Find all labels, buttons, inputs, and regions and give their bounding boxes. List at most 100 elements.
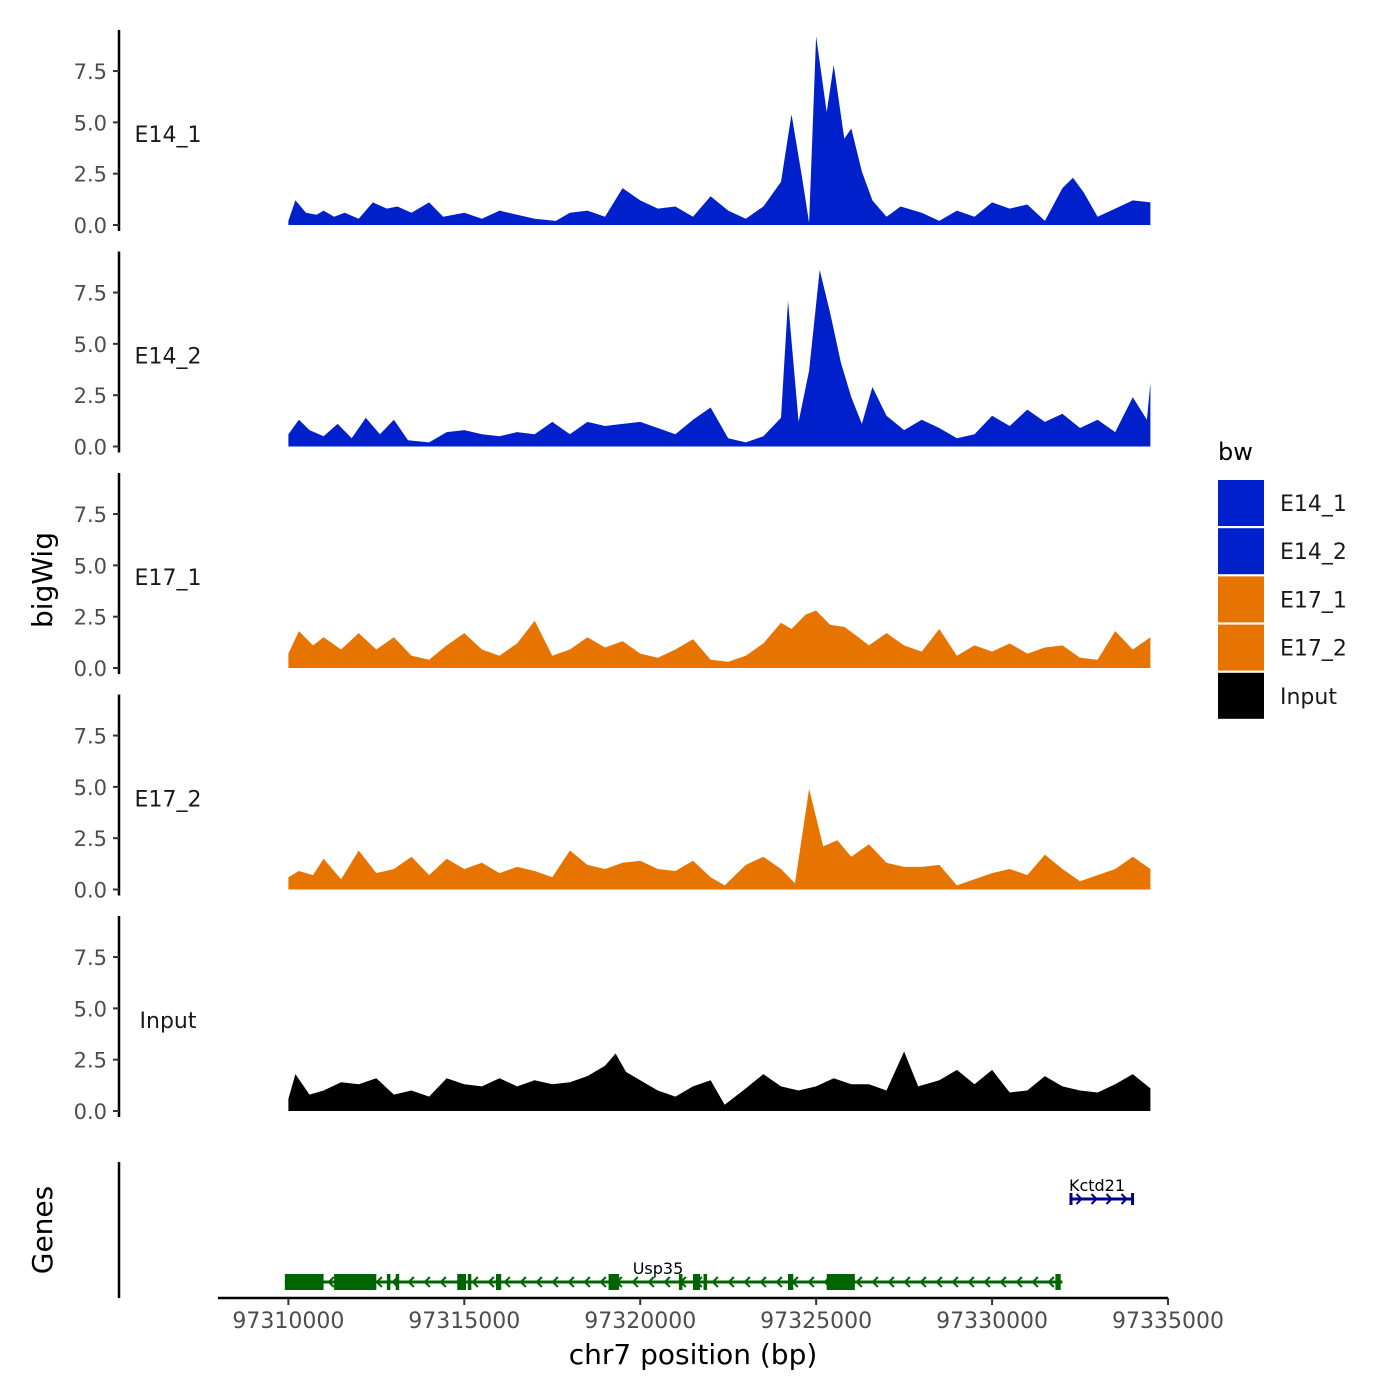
legend-swatch bbox=[1218, 480, 1264, 526]
y-tick-label: 2.5 bbox=[74, 384, 107, 408]
strand-arrow bbox=[471, 1276, 479, 1288]
strand-arrow bbox=[967, 1276, 975, 1288]
track-label: E14_2 bbox=[135, 345, 202, 370]
gene-exon bbox=[495, 1274, 502, 1290]
strand-arrow bbox=[583, 1276, 591, 1288]
gene-label: Kctd21 bbox=[1069, 1176, 1125, 1195]
strand-arrow bbox=[503, 1276, 511, 1288]
legend-label: E17_2 bbox=[1280, 637, 1347, 662]
gene-exon bbox=[457, 1274, 467, 1290]
strand-arrow bbox=[663, 1276, 671, 1288]
track-label: Input bbox=[140, 1009, 197, 1034]
gene-Kctd21: Kctd21 bbox=[1069, 1176, 1135, 1205]
y-tick-label: 0.0 bbox=[74, 657, 107, 681]
strand-arrow bbox=[1120, 1193, 1128, 1205]
x-tick-label: 97330000 bbox=[936, 1309, 1048, 1334]
y-axis-title: bigWig bbox=[26, 532, 59, 628]
strand-arrow bbox=[1047, 1276, 1055, 1288]
legend-swatch bbox=[1218, 576, 1264, 623]
strand-arrow bbox=[775, 1276, 783, 1288]
gene-exon bbox=[467, 1274, 472, 1290]
gene-exon bbox=[703, 1274, 708, 1290]
y-tick-label: 7.5 bbox=[74, 946, 107, 970]
track-E17_1: 0.0 2.5 5.0 7.5 E17_1 bbox=[74, 473, 1151, 681]
track-E14_2: 0.0 2.5 5.0 7.5 E14_2 bbox=[74, 251, 1151, 460]
strand-arrow bbox=[423, 1276, 431, 1288]
strand-arrow bbox=[743, 1276, 751, 1288]
y-tick-label: 2.5 bbox=[74, 827, 107, 851]
signal-area-E17_1 bbox=[288, 610, 1151, 668]
strand-arrow bbox=[887, 1276, 895, 1288]
strand-arrow bbox=[551, 1276, 559, 1288]
legend-title: bw bbox=[1218, 438, 1253, 466]
y-tick-label: 7.5 bbox=[74, 725, 107, 749]
track-label: E14_1 bbox=[135, 123, 202, 148]
strand-arrow bbox=[727, 1276, 735, 1288]
strand-arrow bbox=[999, 1276, 1007, 1288]
strand-arrow bbox=[807, 1276, 815, 1288]
x-axis-title: chr7 position (bp) bbox=[569, 1338, 818, 1371]
y-tick-label: 0.0 bbox=[74, 1100, 107, 1124]
strand-arrow bbox=[759, 1276, 767, 1288]
gene-exon bbox=[678, 1274, 683, 1290]
strand-arrow bbox=[1090, 1193, 1098, 1205]
legend-swatch bbox=[1218, 528, 1264, 575]
strand-arrow bbox=[951, 1276, 959, 1288]
gene-exon bbox=[284, 1274, 324, 1290]
strand-arrow bbox=[983, 1276, 991, 1288]
strand-arrow bbox=[519, 1276, 527, 1288]
strand-arrow bbox=[1105, 1193, 1113, 1205]
y-tick-label: 7.5 bbox=[74, 60, 107, 84]
y-tick-label: 0.0 bbox=[74, 436, 107, 460]
y-tick-label: 7.5 bbox=[74, 503, 107, 527]
track-E17_2: 0.0 2.5 5.0 7.5 E17_2 bbox=[74, 694, 1151, 903]
track-Input: 0.0 2.5 5.0 7.5 Input bbox=[74, 916, 1151, 1124]
gene-label: Usp35 bbox=[633, 1259, 684, 1278]
gene-track: Usp35 Kctd21 bbox=[117, 1162, 1135, 1298]
track-E14_1: 0.0 2.5 5.0 7.5 E14_1 bbox=[74, 30, 1151, 238]
legend-label: E14_2 bbox=[1280, 540, 1347, 565]
signal-area-E14_2 bbox=[288, 270, 1151, 447]
strand-arrow bbox=[919, 1276, 927, 1288]
track-label: E17_2 bbox=[135, 788, 202, 813]
legend-label: E17_1 bbox=[1280, 588, 1347, 613]
strand-arrow bbox=[327, 1276, 335, 1288]
signal-area-Input bbox=[288, 1051, 1151, 1111]
y-tick-label: 7.5 bbox=[74, 282, 107, 306]
legend-swatch bbox=[1218, 672, 1264, 719]
strand-arrow bbox=[535, 1276, 543, 1288]
strand-arrow bbox=[439, 1276, 447, 1288]
y-tick-label: 5.0 bbox=[74, 111, 107, 135]
gene-exon bbox=[826, 1274, 855, 1290]
gene-exon bbox=[1055, 1274, 1061, 1290]
strand-arrow bbox=[1031, 1276, 1039, 1288]
signal-area-E14_1 bbox=[288, 36, 1151, 226]
y-tick-label: 5.0 bbox=[74, 997, 107, 1021]
strand-arrow bbox=[871, 1276, 879, 1288]
strand-arrow bbox=[631, 1276, 639, 1288]
gene-exon bbox=[1069, 1193, 1073, 1205]
signal-tracks: 0.0 2.5 5.0 7.5 E14_1 0.0 2.5 5.0 7.5 E14_2 0.0 2.5… bbox=[74, 30, 1151, 1124]
gene-exon bbox=[1131, 1193, 1135, 1205]
genes-axis-title: Genes bbox=[26, 1186, 59, 1274]
x-tick-label: 97335000 bbox=[1112, 1309, 1224, 1334]
x-tick-label: 97310000 bbox=[232, 1309, 344, 1334]
strand-arrow bbox=[647, 1276, 655, 1288]
legend-swatch bbox=[1218, 624, 1264, 671]
y-tick-label: 2.5 bbox=[74, 1049, 107, 1073]
gene-Usp35: Usp35 bbox=[284, 1259, 1063, 1290]
strand-arrow bbox=[407, 1276, 415, 1288]
gene-exon bbox=[608, 1274, 620, 1290]
strand-arrow bbox=[567, 1276, 575, 1288]
legend-label: Input bbox=[1280, 685, 1337, 710]
track-label: E17_1 bbox=[135, 566, 202, 591]
x-tick-label: 97315000 bbox=[408, 1309, 520, 1334]
gene-exon bbox=[788, 1274, 794, 1290]
legend-label: E14_1 bbox=[1280, 492, 1347, 517]
x-axis: 97310000 97315000 97320000 97325000 97330000… bbox=[218, 1296, 1224, 1334]
y-tick-label: 2.5 bbox=[74, 163, 107, 187]
strand-arrow bbox=[487, 1276, 495, 1288]
y-tick-label: 5.0 bbox=[74, 554, 107, 578]
y-tick-label: 0.0 bbox=[74, 214, 107, 238]
gene-exon bbox=[693, 1274, 701, 1290]
